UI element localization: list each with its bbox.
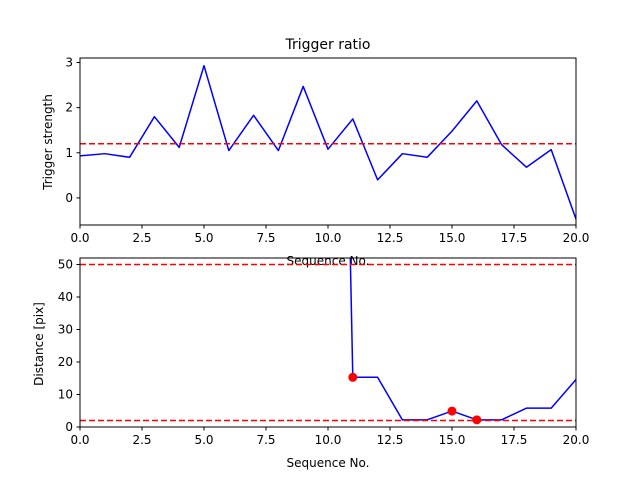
bottom-x-axis-label: Sequence No. (287, 456, 370, 470)
bottom-x-tick-label: 10.0 (315, 433, 342, 447)
bottom-x-tick-label: 0.0 (70, 433, 89, 447)
bottom-subplot: Distance [pix] Sequence No. 0.0 2.5 5.0 7.5… (32, 257, 590, 470)
bottom-x-tick-label: 5.0 (194, 433, 213, 447)
bottom-x-tick-label: 20.0 (563, 433, 590, 447)
top-x-tick-label: 2.5 (132, 231, 151, 245)
top-chart-title: Trigger ratio (284, 37, 370, 53)
top-x-axis-label: Sequence No. (287, 254, 370, 268)
top-x-tick-label: 7.5 (256, 231, 275, 245)
bottom-y-tick-label: 0 (65, 420, 73, 434)
top-plot-area (80, 64, 576, 220)
top-y-tick-label: 3 (65, 56, 73, 70)
bottom-x-tick-label: 12.5 (377, 433, 404, 447)
bottom-x-tick-label: 17.5 (501, 433, 528, 447)
top-x-tick-label: 15.0 (439, 231, 466, 245)
bottom-x-tick-label: 2.5 (132, 433, 151, 447)
top-y-tick-label: 2 (65, 101, 73, 115)
top-x-tick-label: 17.5 (501, 231, 528, 245)
bottom-marker-point (348, 372, 358, 382)
top-x-tick-label: 10.0 (315, 231, 342, 245)
top-x-tick-label: 20.0 (563, 231, 590, 245)
bottom-x-tick-label: 7.5 (256, 433, 275, 447)
bottom-y-tick-label: 50 (58, 258, 73, 272)
bottom-y-tick-label: 40 (58, 290, 73, 304)
top-y-tick-label: 0 (65, 191, 73, 205)
top-series-line-0 (80, 64, 576, 220)
top-y-axis-label: Trigger strength (41, 94, 55, 191)
bottom-marker-point (447, 406, 457, 416)
bottom-y-tick-label: 30 (58, 323, 73, 337)
bottom-y-tick-label: 10 (58, 388, 73, 402)
top-x-tick-label: 5.0 (194, 231, 213, 245)
top-subplot: Trigger ratio Trigger strength Sequence … (41, 37, 589, 268)
top-x-tick-label: 12.5 (377, 231, 404, 245)
top-x-tick-label: 0.0 (70, 231, 89, 245)
top-y-tick-label: 1 (65, 146, 73, 160)
bottom-y-tick-label: 20 (58, 355, 73, 369)
bottom-y-axis-label: Distance [pix] (32, 302, 46, 386)
bottom-marker-point (472, 415, 482, 425)
bottom-x-tick-label: 15.0 (439, 433, 466, 447)
